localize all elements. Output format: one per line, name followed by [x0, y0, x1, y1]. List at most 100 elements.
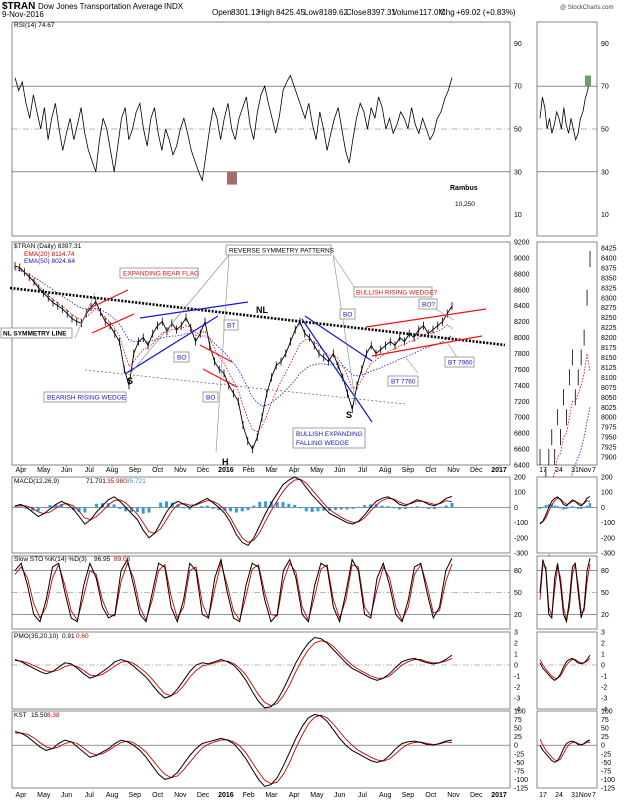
macd-hist-bar [316, 507, 320, 512]
price-side-tick-5: 8300 [601, 295, 617, 302]
macd-hist-bar [13, 506, 17, 508]
macd-panel-frame [11, 476, 511, 554]
macd-signal-line [14, 478, 453, 543]
month-label-3: Jul [85, 467, 94, 474]
sto-side-tick-1: 50 [601, 590, 609, 597]
macd-hist-bar [199, 506, 203, 508]
pmo-side-signal-line [539, 658, 591, 679]
macd-hist-bar [188, 507, 192, 510]
month-label-bottom-11: Mar [265, 792, 278, 799]
macd-side-hist-bar [571, 506, 574, 508]
price-side-frame [536, 241, 598, 466]
macd-hist-bar [427, 507, 431, 509]
month-label-bottom-18: Oct [425, 792, 436, 799]
macd-hist-bar [229, 507, 233, 512]
month-label-bottom-0: Apr [16, 792, 28, 799]
macd-tick-0: 200 [514, 475, 526, 482]
kst-signal-line [14, 714, 453, 785]
month-label-15: Jul [358, 467, 367, 474]
rsi-line [14, 74, 453, 182]
macd-hist-bar [409, 506, 413, 508]
macd-hist-bar [159, 502, 163, 508]
price-side-tick-0: 8425 [601, 245, 617, 252]
macd-side-hist-bar [568, 506, 571, 508]
macd-hist-bar [281, 501, 285, 508]
kst-side-tick-1: 75 [601, 717, 609, 724]
macd-side-tick-3: -100 [601, 520, 615, 527]
macd-side-hist-bar [553, 505, 556, 508]
macd-v3: 35.721 [126, 478, 146, 485]
rsi-side-tick-1: 70 [601, 84, 609, 91]
price-side-tick-20: 7925 [601, 445, 617, 452]
macd-hist-bar [25, 507, 29, 509]
pmo-legend: PMO(35,20,10) [14, 633, 58, 640]
rsi-side-tick-0: 90 [601, 41, 609, 48]
month-label-2: Jun [61, 467, 72, 474]
month-label-bottom-21: 2017 [491, 792, 507, 799]
month-label-7: Nov [174, 467, 187, 474]
rambus-watermark: Rambus [450, 185, 478, 192]
ema20-legend: EMA(20) 8114.74 [24, 251, 75, 258]
macd-hist-bar [403, 507, 407, 509]
arrow-nl [74, 292, 96, 339]
price-line [14, 265, 453, 451]
bo-label-1: BO [177, 355, 186, 362]
macd-tick-5: -300 [514, 551, 528, 558]
price-side-tick-10: 8175 [601, 345, 617, 352]
pmo-tick-3: 0 [514, 663, 518, 670]
month-label-18: Oct [425, 467, 436, 474]
price-side-tick-6: 8275 [601, 305, 617, 312]
pmo-tick-1: 2 [514, 641, 518, 648]
bt7760-label: BT 7760 [391, 379, 416, 386]
macd-hist-bar [164, 501, 168, 508]
ema20-line [14, 267, 453, 433]
month-label-10: Feb [243, 467, 255, 474]
macd-hist-bar [433, 507, 437, 509]
kst-tick-5: -25 [514, 751, 524, 758]
bt-box [223, 319, 239, 331]
month-label-bottom-17: Sep [402, 792, 415, 799]
month-label-bottom-2: Jun [61, 792, 72, 799]
price-tick-11: 7000 [514, 415, 530, 422]
macd-hist-bar [339, 507, 343, 510]
macd-hist-bar [182, 507, 186, 509]
sto-v1: 96.95 [94, 556, 111, 563]
macd-hist-bar [194, 506, 198, 508]
kst-tick-2: 50 [514, 726, 522, 733]
price-tick-3: 8600 [514, 287, 530, 294]
falling-wedge-bottom [301, 318, 373, 423]
macd-side-main-line [539, 496, 591, 525]
pmo-side-tick-6: -3 [601, 696, 607, 703]
nl-symmetry-box [0, 327, 73, 339]
arrow-bt7760 [405, 357, 419, 374]
macd-main-line [14, 476, 453, 547]
macd-tick-3: -100 [514, 520, 528, 527]
kst-tick-4: 0 [514, 743, 518, 750]
macd-side-hist-bar [582, 506, 586, 508]
macd-hist-bar [246, 507, 250, 511]
pmo-tick-7: -4 [514, 707, 520, 714]
high-value: 8425.45 [276, 8, 305, 17]
rising-wedge-bottom [371, 335, 483, 357]
sto-side-tick-0: 80 [601, 568, 609, 575]
pmo-main-line [14, 636, 453, 709]
rsi-legend: RSI(14) 74.67 [14, 22, 55, 29]
sto-tick-0: 80 [514, 568, 522, 575]
month-label-bottom-10: Feb [243, 792, 255, 799]
side-date-bottom-4: 7 [592, 792, 596, 799]
macd-hist-bar [304, 507, 308, 512]
rsi-side-line [539, 77, 591, 142]
price-side-tick-7: 8250 [601, 315, 617, 322]
price-side-tick-4: 8325 [601, 285, 617, 292]
sto-tick-2: 20 [514, 612, 522, 619]
low-value: 8189.62 [319, 8, 348, 17]
falling-wedge-top [304, 315, 373, 362]
price-tick-13: 6600 [514, 447, 530, 454]
month-label-bottom-7: Nov [174, 792, 187, 799]
pmo-v2: 0.60 [76, 633, 89, 640]
month-label-9: 2016 [218, 467, 234, 474]
header-exchange: INDX [164, 2, 184, 11]
macd-hist-bar [415, 506, 419, 508]
kst-side-tick-2: 50 [601, 726, 609, 733]
